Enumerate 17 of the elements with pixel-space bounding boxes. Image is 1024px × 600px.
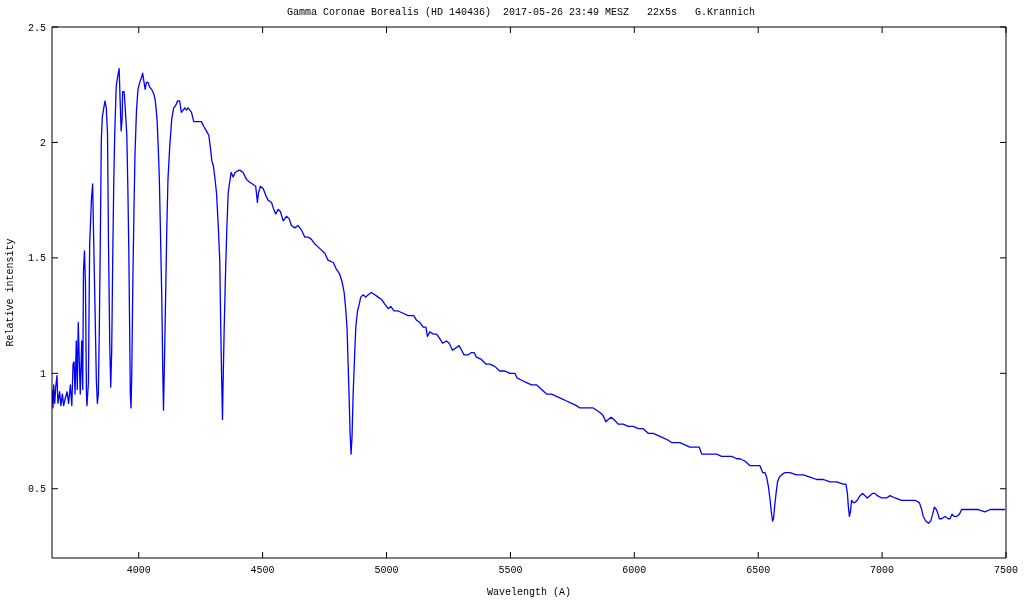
x-tick-label: 4000 — [126, 565, 151, 577]
x-axis-title: Wavelength (A) — [486, 587, 572, 598]
line-series — [52, 67, 1006, 525]
x-tick-label: 4500 — [250, 565, 275, 577]
chart-title: Gamma Coronae Borealis (HD 140436) 2017-05-26 23:49 MESZ 22x5s G.Krannich — [285, 7, 757, 19]
x-tick-label: 7000 — [870, 565, 895, 577]
y-tick-label: 2.5 — [27, 22, 46, 34]
x-tick-label: 7500 — [993, 565, 1019, 577]
y-tick-label: 1.5 — [27, 253, 46, 265]
y-tick-label: 0.5 — [27, 484, 46, 496]
y-tick-label: 2 — [39, 137, 46, 149]
x-tick-label: 6500 — [746, 565, 771, 577]
x-tick-label: 5500 — [498, 565, 523, 577]
x-tick-label: 5000 — [374, 565, 399, 577]
y-axis-title: Relative intensity — [4, 238, 16, 347]
x-tick-label: 6000 — [622, 565, 647, 577]
y-tick-label: 1 — [39, 368, 46, 380]
